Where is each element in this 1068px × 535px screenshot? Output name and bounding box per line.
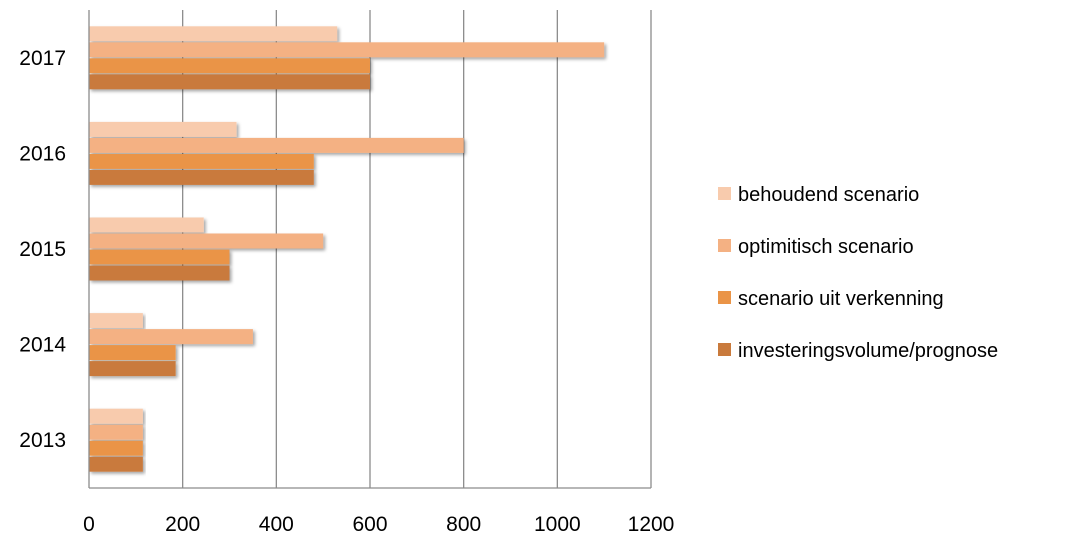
bar-2013-series-1 <box>89 408 143 424</box>
bar-2017-series-1 <box>89 26 338 42</box>
bar-2013-series-4 <box>89 456 143 472</box>
bars <box>89 26 605 472</box>
bar-2017-series-2 <box>89 42 605 58</box>
x-tick-label: 400 <box>259 513 294 535</box>
x-tick-label: 200 <box>165 513 200 535</box>
y-tick-label: 2013 <box>19 429 66 452</box>
bar-2013-series-2 <box>89 424 143 440</box>
y-tick-label: 2015 <box>19 238 66 261</box>
legend-label: scenario uit verkenning <box>738 288 944 310</box>
bar-2015-series-4 <box>89 265 230 281</box>
bar-2016-series-2 <box>89 137 464 153</box>
bar-2016-series-3 <box>89 153 314 169</box>
x-tick-label: 800 <box>446 513 481 535</box>
legend-swatch <box>718 291 731 304</box>
bar-2015-series-1 <box>89 217 204 233</box>
y-tick-label: 2017 <box>19 47 66 70</box>
x-tick-label: 1200 <box>628 513 675 535</box>
x-tick-label: 0 <box>83 513 95 535</box>
axes <box>88 10 651 489</box>
legend: behoudend scenario optimitisch scenario sc… <box>718 184 998 362</box>
bar-2014-series-4 <box>89 361 176 377</box>
y-tick-label: 2014 <box>19 334 66 357</box>
x-axis-labels: 0 200 400 600 800 1000 1200 <box>83 513 674 535</box>
legend-label: optimitisch scenario <box>738 236 914 258</box>
bar-2013-series-3 <box>89 440 143 456</box>
y-tick-label: 2016 <box>19 142 66 165</box>
legend-swatch <box>718 187 731 200</box>
y-axis-labels: 2013 2014 2015 2016 2017 <box>19 47 66 452</box>
legend-label: behoudend scenario <box>738 184 919 206</box>
legend-label: investeringsvolume/prognose <box>738 340 998 362</box>
bar-2014-series-1 <box>89 313 143 329</box>
bar-2017-series-4 <box>89 74 370 90</box>
bar-2015-series-2 <box>89 233 324 249</box>
gridlines <box>182 10 652 488</box>
bar-2016-series-1 <box>89 121 237 137</box>
bar-2017-series-3 <box>89 58 370 74</box>
bar-2014-series-3 <box>89 345 176 361</box>
bar-2014-series-2 <box>89 329 253 345</box>
bar-2015-series-3 <box>89 249 230 265</box>
legend-swatch <box>718 343 731 356</box>
x-tick-label: 1000 <box>534 513 581 535</box>
x-tick-label: 600 <box>352 513 387 535</box>
bar-2016-series-4 <box>89 169 314 185</box>
legend-swatch <box>718 239 731 252</box>
